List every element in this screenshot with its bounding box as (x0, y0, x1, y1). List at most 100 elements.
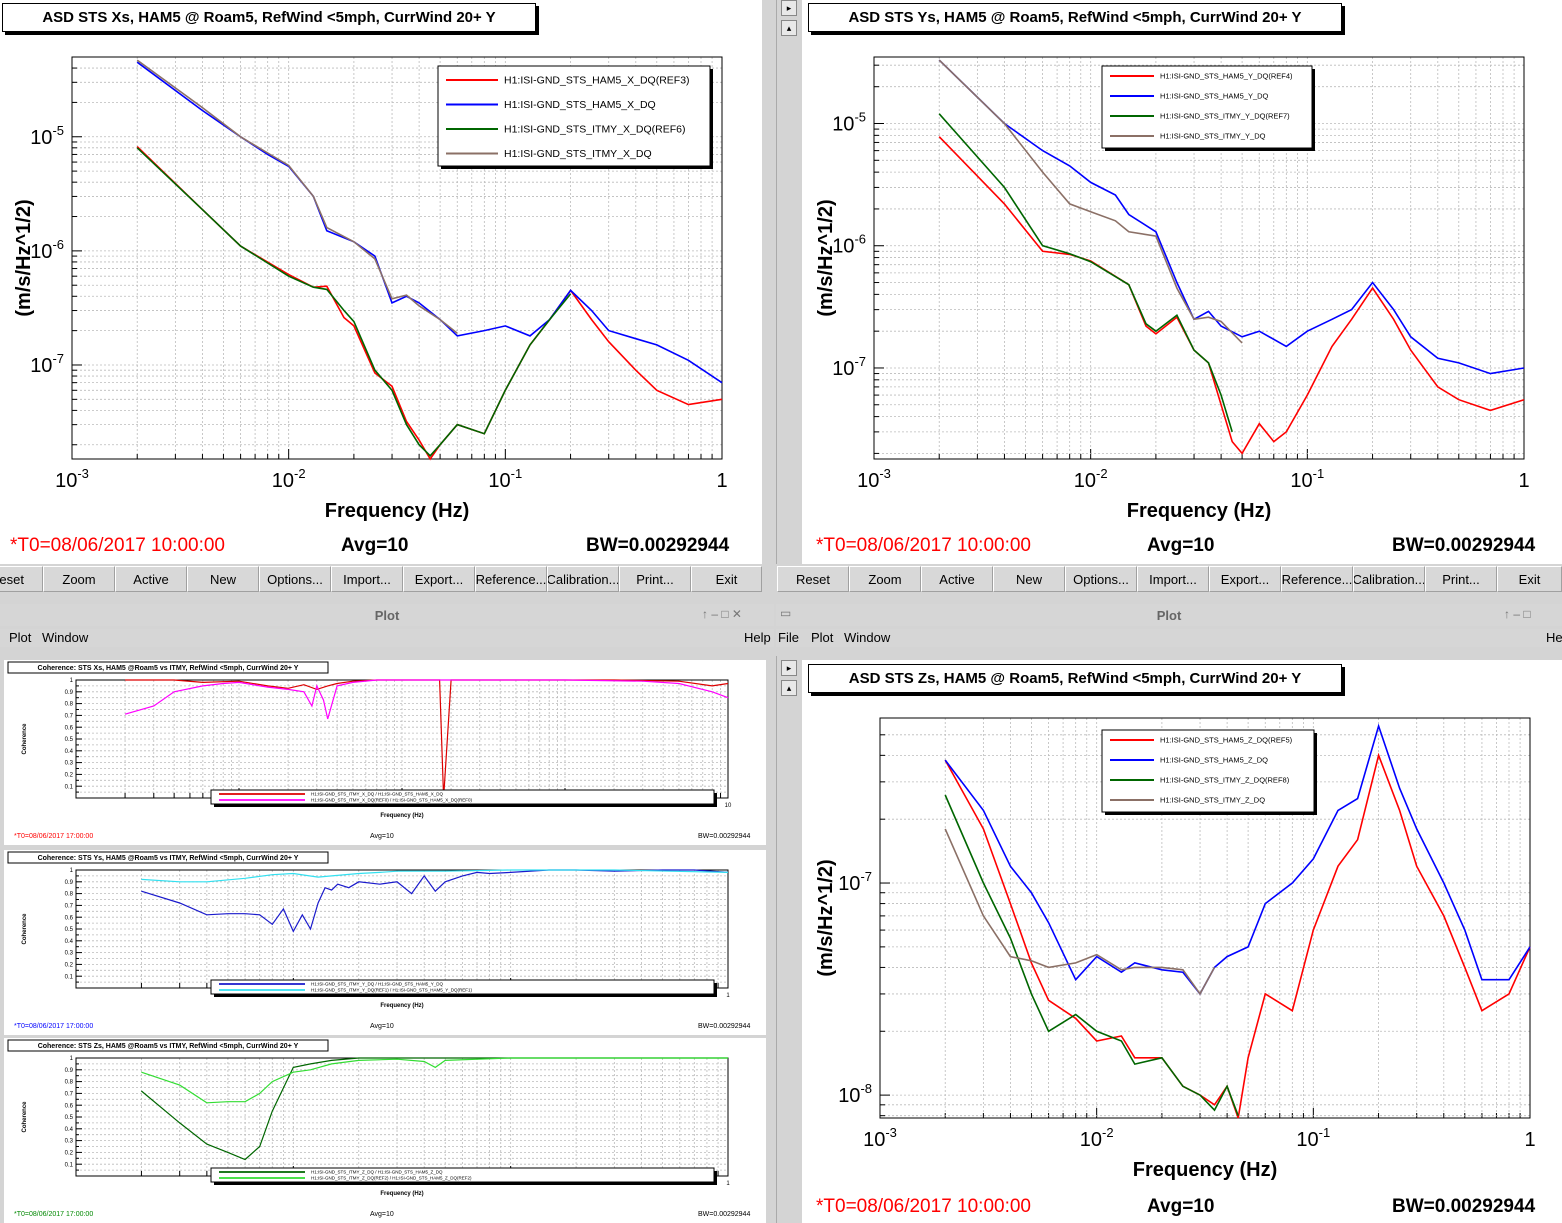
scroll-right-icon[interactable]: ▸ (781, 660, 797, 676)
y-tick-label: 0.9 (65, 880, 74, 886)
plot-grid (873, 57, 1524, 459)
calibration-button[interactable]: Calibration... (547, 566, 619, 592)
y-tick-label: 10-7 (838, 869, 872, 895)
y-tick-label: 0.7 (65, 904, 74, 910)
legend-box (1101, 65, 1313, 149)
menu-help[interactable]: He (1546, 630, 1562, 645)
new-button[interactable]: New (993, 566, 1065, 592)
x-tick-label: 10-1 (1290, 466, 1324, 492)
x-tick-label: 1 (726, 993, 730, 999)
x-axis-label: Frequency (Hz) (325, 500, 469, 522)
legend-label: H1:ISI-GND_STS_ITMY_Y_DQ (1160, 132, 1266, 141)
series-line-3 (136, 147, 572, 457)
status-avg: Avg=10 (370, 1023, 394, 1030)
x-tick-label: 10 (725, 803, 732, 809)
legend-box (210, 979, 715, 995)
y-tick-label: 0.5 (65, 927, 74, 933)
window-controls-icon[interactable]: ↑ – □ ✕ (702, 607, 742, 621)
calibration-button[interactable]: Calibration... (1353, 566, 1425, 592)
series-line-4 (136, 59, 458, 334)
coherence-title-box (7, 661, 329, 674)
series-line-3 (938, 113, 1233, 433)
export-button[interactable]: Export... (1209, 566, 1281, 592)
series-line-2 (944, 723, 1531, 996)
y-axis-label: (m/s/Hz^1/2) (815, 199, 837, 316)
asd-x-plot: 10-3 10-2 10-1 1 10-7 10-6 10-5 Frequency (Hz) (… (13, 56, 728, 522)
x-tick-label: 10-3 (55, 466, 89, 492)
legend-label: H1:ISI-GND_STS_HAM5_Y_DQ(REF4) (1160, 72, 1293, 81)
legend-label: H1:ISI-GND_STS_HAM5_Y_DQ (1160, 92, 1269, 101)
y-tick-label: 0.1 (65, 1162, 74, 1168)
status-avg: Avg=10 (370, 1211, 394, 1218)
active-button[interactable]: Active (115, 566, 187, 592)
plot-frame (879, 717, 1531, 1119)
scroll-right-icon[interactable]: ▸ (781, 0, 797, 16)
menu-window[interactable]: Window (844, 630, 891, 645)
legend-label: H1:ISI-GND_STS_ITMY_X_DQ(REF6) (504, 124, 685, 136)
reset-button[interactable]: Reset (0, 566, 43, 592)
series-line-2 (141, 869, 729, 883)
zoom-button[interactable]: Zoom (43, 566, 115, 592)
y-tick-label: 1 (70, 678, 74, 684)
import-button[interactable]: Import... (1137, 566, 1209, 592)
y-tick-label: 0.2 (65, 1151, 74, 1157)
menu-plot[interactable]: Plot (811, 630, 834, 645)
scroll-up-icon[interactable]: ▴ (781, 680, 797, 696)
status-avg: Avg=10 (341, 535, 409, 556)
status-t0: *T0=08/06/2017 17:00:00 (14, 833, 93, 840)
legend-label: H1:ISI-GND_STS_ITMY_X_DQ / H1:ISI-GND_ST… (311, 792, 444, 797)
coherence-title-box (7, 1039, 329, 1052)
x-tick-label: 10-2 (1074, 466, 1108, 492)
top-center-scrollbar[interactable]: ▸ ▴ (776, 0, 800, 564)
y-tick-label: 0.6 (65, 1103, 74, 1109)
series-line-1 (136, 146, 723, 461)
y-tick-label: 10-7 (30, 351, 64, 377)
reference-button[interactable]: Reference... (475, 566, 547, 592)
menu-help[interactable]: Help (744, 630, 771, 645)
series-line-2 (141, 1057, 728, 1104)
scroll-up-icon[interactable]: ▴ (781, 20, 797, 36)
legend-label: H1:ISI-GND_STS_ITMY_Z_DQ(REF2) / H1:ISI-… (311, 1176, 472, 1181)
zoom-button[interactable]: Zoom (849, 566, 921, 592)
y-tick-label: 0.6 (65, 915, 74, 921)
menu-file[interactable]: File (778, 630, 799, 645)
coherence-title: Coherence: STS Ys, HAM5 @Roam5 vs ITMY, … (38, 855, 299, 862)
y-tick-label: 0.8 (65, 1080, 74, 1086)
options-button[interactable]: Options... (259, 566, 331, 592)
plot-window-titlebar[interactable]: Plot (0, 604, 774, 626)
reset-button[interactable]: Reset (777, 566, 849, 592)
x-tick-label: 10-3 (857, 466, 891, 492)
status-t0: *T0=08/06/2017 17:00:00 (14, 1211, 93, 1218)
plot-menubar-left: Plot Window Help (0, 629, 774, 647)
active-button[interactable]: Active (921, 566, 993, 592)
legend-box (210, 789, 715, 805)
y-axis-label: Coherence (22, 1101, 28, 1133)
series-line-4 (938, 59, 1243, 344)
options-button[interactable]: Options... (1065, 566, 1137, 592)
reference-button[interactable]: Reference... (1281, 566, 1353, 592)
plot-grid (75, 679, 728, 798)
series-line-4 (944, 828, 1216, 996)
series-line-1 (938, 136, 1525, 455)
plot-frame (873, 56, 1525, 460)
window-controls-icon[interactable]: ↑ – □ (1504, 607, 1531, 621)
menu-window[interactable]: Window (42, 630, 89, 645)
coherence-title-box (7, 851, 329, 864)
exit-button[interactable]: Exit (691, 566, 762, 592)
legend-label: H1:ISI-GND_STS_HAM5_Z_DQ(REF5) (1160, 736, 1293, 745)
new-button[interactable]: New (187, 566, 259, 592)
import-button[interactable]: Import... (331, 566, 403, 592)
y-tick-label: 10-5 (832, 110, 866, 136)
series-line-3 (944, 794, 1239, 1116)
export-button[interactable]: Export... (403, 566, 475, 592)
print-button[interactable]: Print... (1425, 566, 1497, 592)
plot-window-titlebar[interactable]: Plot (776, 604, 1562, 626)
print-button[interactable]: Print... (619, 566, 691, 592)
exit-button[interactable]: Exit (1497, 566, 1562, 592)
menu-plot[interactable]: Plot (9, 630, 32, 645)
bottom-center-scrollbar[interactable]: ▸ ▴ (776, 656, 800, 1223)
y-tick-label: 0.3 (65, 761, 74, 767)
y-axis-label: Coherence (22, 723, 28, 755)
y-tick-label: 0.4 (65, 1127, 74, 1133)
coherence-y-plot: 10-210-110.10.20.30.40.50.60.70.80.91Fre… (7, 851, 750, 1030)
